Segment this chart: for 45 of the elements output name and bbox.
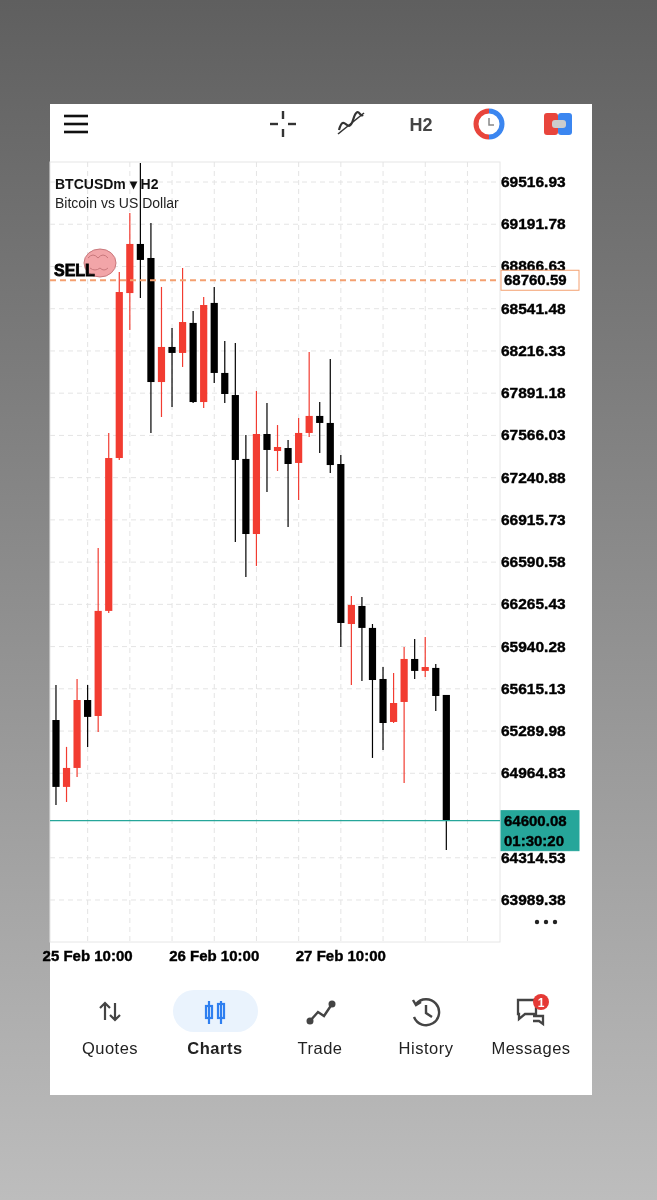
candlestick [358, 596, 366, 682]
y-tick-label: 65615.13 [501, 679, 567, 697]
candlestick [62, 746, 71, 803]
y-tick-label: 63989.38 [501, 891, 567, 908]
text: 01:30:20 [504, 831, 565, 849]
candlestick [389, 672, 398, 724]
candlestick [221, 340, 229, 404]
candlestick [168, 327, 176, 408]
y-tick-label: 66590.58 [501, 553, 567, 571]
y-tick-label: 65940.28 [501, 637, 567, 655]
candlestick [273, 424, 282, 472]
y-tick-label: 66265.43 [501, 595, 567, 613]
text: H2 [409, 115, 433, 135]
x-tick-label: 26 Feb 10:00 [169, 947, 260, 964]
candlestick [316, 401, 324, 454]
y-tick-label: 67240.88 [501, 468, 567, 486]
annotation: SELL [54, 262, 96, 279]
y-tick-label: 68541.48 [501, 299, 567, 317]
y-tick-label: 67566.03 [501, 426, 567, 444]
y-tick-label: 66915.73 [501, 510, 567, 528]
candlestick [263, 402, 271, 493]
y-tick-label: 69191.78 [501, 215, 567, 233]
candlestick [411, 638, 419, 680]
candlestick [84, 684, 92, 748]
candlestick [421, 636, 429, 678]
y-tick-label: 67891.18 [501, 384, 567, 402]
text: Charts [187, 1039, 243, 1057]
text: Messages [491, 1039, 571, 1057]
y-tick-label: 64314.53 [501, 848, 567, 866]
candlestick [347, 595, 355, 686]
text: Trade [297, 1039, 343, 1057]
text: 1 [537, 995, 545, 1010]
y-tick-label: 69516.93 [501, 173, 567, 191]
text: History [398, 1039, 454, 1057]
y-tick-label: 65289.98 [501, 722, 567, 740]
x-tick-label: 25 Feb 10:00 [42, 947, 133, 964]
ref-line-label: 64600.08 [504, 811, 567, 829]
y-tick-label: 64964.83 [501, 764, 567, 782]
candlestick [284, 439, 292, 528]
x-tick-label: 27 Feb 10:00 [295, 947, 386, 964]
candlestick [305, 351, 313, 438]
text: BTCUSDm ▾ H2 [55, 176, 159, 192]
text: Quotes [81, 1039, 139, 1057]
y-tick-label: 68216.33 [501, 341, 567, 359]
text: Bitcoin vs US Dollar [55, 195, 180, 211]
